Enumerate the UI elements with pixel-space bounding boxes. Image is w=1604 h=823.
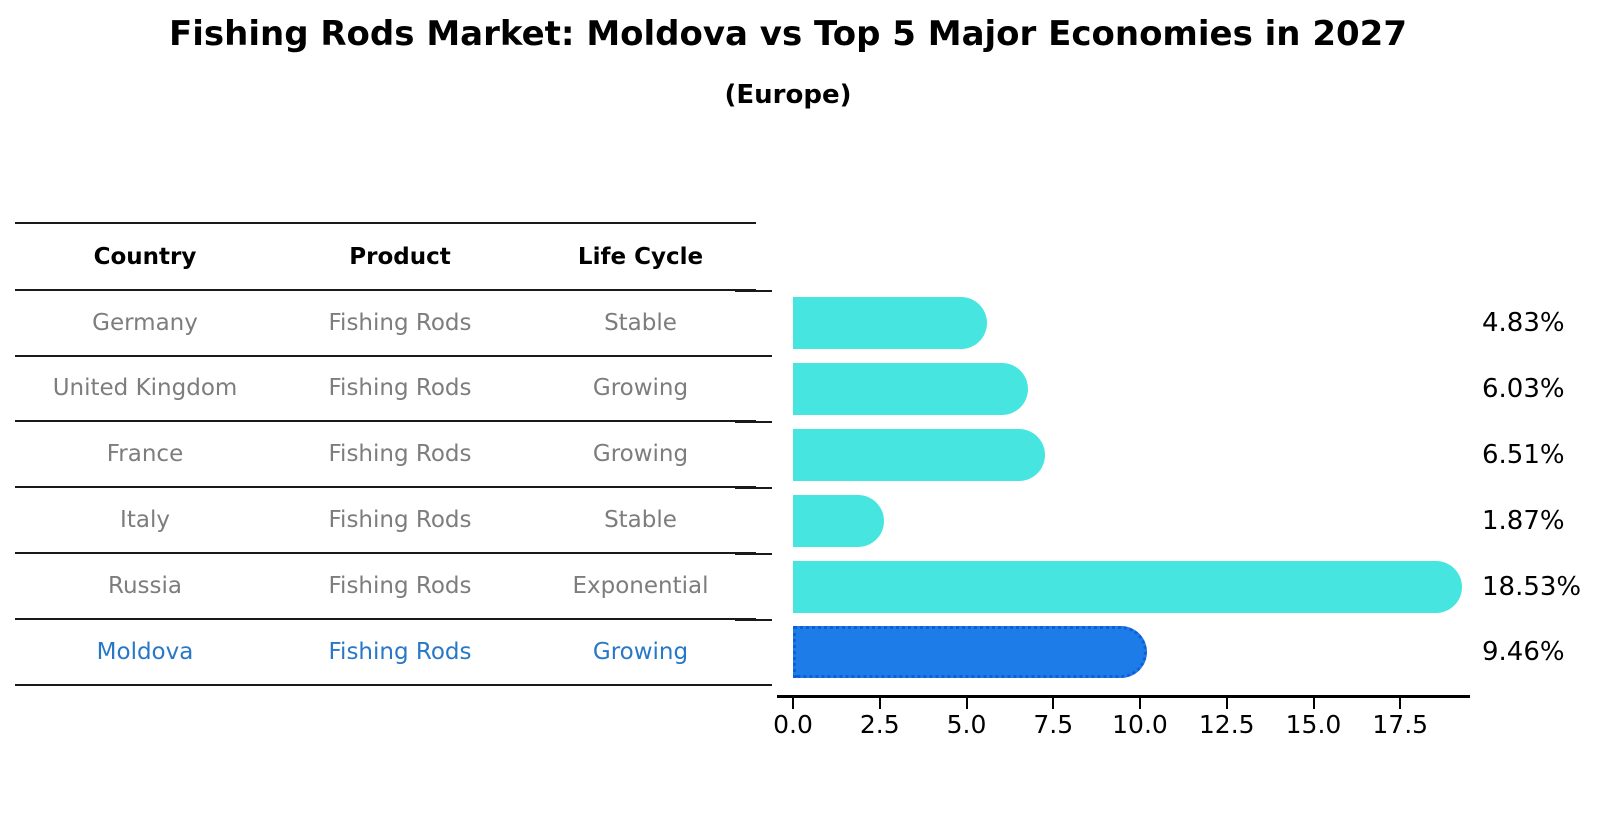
x-axis-tick-label: 0.0 xyxy=(773,710,813,739)
x-axis-tick-label: 7.5 xyxy=(1033,710,1074,739)
x-axis-tick-label: 15.0 xyxy=(1285,710,1342,739)
x-axis-tick-label: 5.0 xyxy=(946,710,987,739)
x-axis-line xyxy=(777,695,1470,698)
table-cell-product: Fishing Rods xyxy=(328,572,472,599)
x-axis-tick-label: 10.0 xyxy=(1112,710,1168,739)
table-cell-country: Germany xyxy=(92,309,198,336)
x-axis-tick xyxy=(1139,698,1141,709)
x-axis-tick xyxy=(1225,698,1228,709)
bar-value-label-russia: 18.53% xyxy=(1482,571,1582,602)
y-axis-tick xyxy=(735,618,772,621)
y-axis-tick xyxy=(735,355,772,358)
table-header-row: Country Product Life Cycle xyxy=(15,222,756,291)
bar-value-label-france: 6.51% xyxy=(1482,440,1565,470)
table-row-moldova: Moldova Fishing Rods Growing xyxy=(15,620,756,686)
bar-russia xyxy=(793,560,1462,613)
bar-moldova xyxy=(793,626,1148,679)
bar-france xyxy=(793,429,1045,481)
bar-italy xyxy=(793,494,884,547)
chart-title: Fishing Rods Market: Moldova vs Top 5 Ma… xyxy=(169,14,1407,54)
table-row-germany: Germany Fishing Rods Stable xyxy=(15,291,756,357)
x-axis-tick-label: 12.5 xyxy=(1198,710,1255,739)
table-cell-life-cycle: Growing xyxy=(592,441,689,468)
x-axis-tick-label: 17.5 xyxy=(1372,710,1429,739)
table-cell-country: Russia xyxy=(108,572,182,599)
x-axis-tick xyxy=(1052,698,1055,709)
table-cell-product: Fishing Rods xyxy=(328,638,472,665)
table-cell-life-cycle: Stable xyxy=(604,309,677,336)
x-axis-tick xyxy=(1399,698,1402,709)
x-axis-tick xyxy=(878,698,881,709)
bar-germany xyxy=(793,297,987,350)
column-header-product: Product xyxy=(349,243,451,270)
bar-value-label-italy: 1.87% xyxy=(1482,505,1565,536)
table-row-france: France Fishing Rods Growing xyxy=(15,422,756,489)
y-axis-tick xyxy=(735,552,772,555)
table-cell-product: Fishing Rods xyxy=(328,309,472,336)
table-cell-country: Moldova xyxy=(96,638,194,665)
bar-value-label-germany: 4.83% xyxy=(1482,308,1565,339)
table-cell-country: Italy xyxy=(120,506,170,533)
y-axis-tick xyxy=(735,684,772,687)
table-cell-product: Fishing Rods xyxy=(328,375,472,402)
chart-subtitle: (Europe) xyxy=(724,80,852,110)
column-header-life-cycle: Life Cycle xyxy=(577,243,704,270)
table-row-united-kingdom: United Kingdom Fishing Rods Growing xyxy=(15,356,756,423)
y-axis-tick xyxy=(735,486,772,489)
table-cell-product: Fishing Rods xyxy=(328,506,472,533)
bar-value-label-united-kingdom: 6.03% xyxy=(1482,374,1565,405)
bar-value-label-moldova: 9.46% xyxy=(1482,637,1565,668)
table-cell-life-cycle: Growing xyxy=(592,375,689,402)
bar-united-kingdom xyxy=(793,363,1029,416)
x-axis-tick xyxy=(1312,698,1315,709)
y-axis-tick xyxy=(735,289,772,292)
x-axis-tick-label: 2.5 xyxy=(859,710,900,739)
x-axis-tick xyxy=(792,698,794,709)
x-axis-tick xyxy=(965,698,968,709)
table-cell-country: France xyxy=(106,441,184,468)
table-cell-life-cycle: Stable xyxy=(604,506,677,533)
y-axis-tick xyxy=(735,421,772,424)
column-header-country: Country xyxy=(93,243,197,270)
table-row-italy: Italy Fishing Rods Stable xyxy=(15,488,756,554)
table-row-russia: Russia Fishing Rods Exponential xyxy=(15,554,756,620)
table-cell-product: Fishing Rods xyxy=(328,441,472,468)
table-cell-life-cycle: Exponential xyxy=(572,572,709,599)
table-cell-country: United Kingdom xyxy=(52,375,238,402)
table-cell-life-cycle: Growing xyxy=(592,638,689,665)
